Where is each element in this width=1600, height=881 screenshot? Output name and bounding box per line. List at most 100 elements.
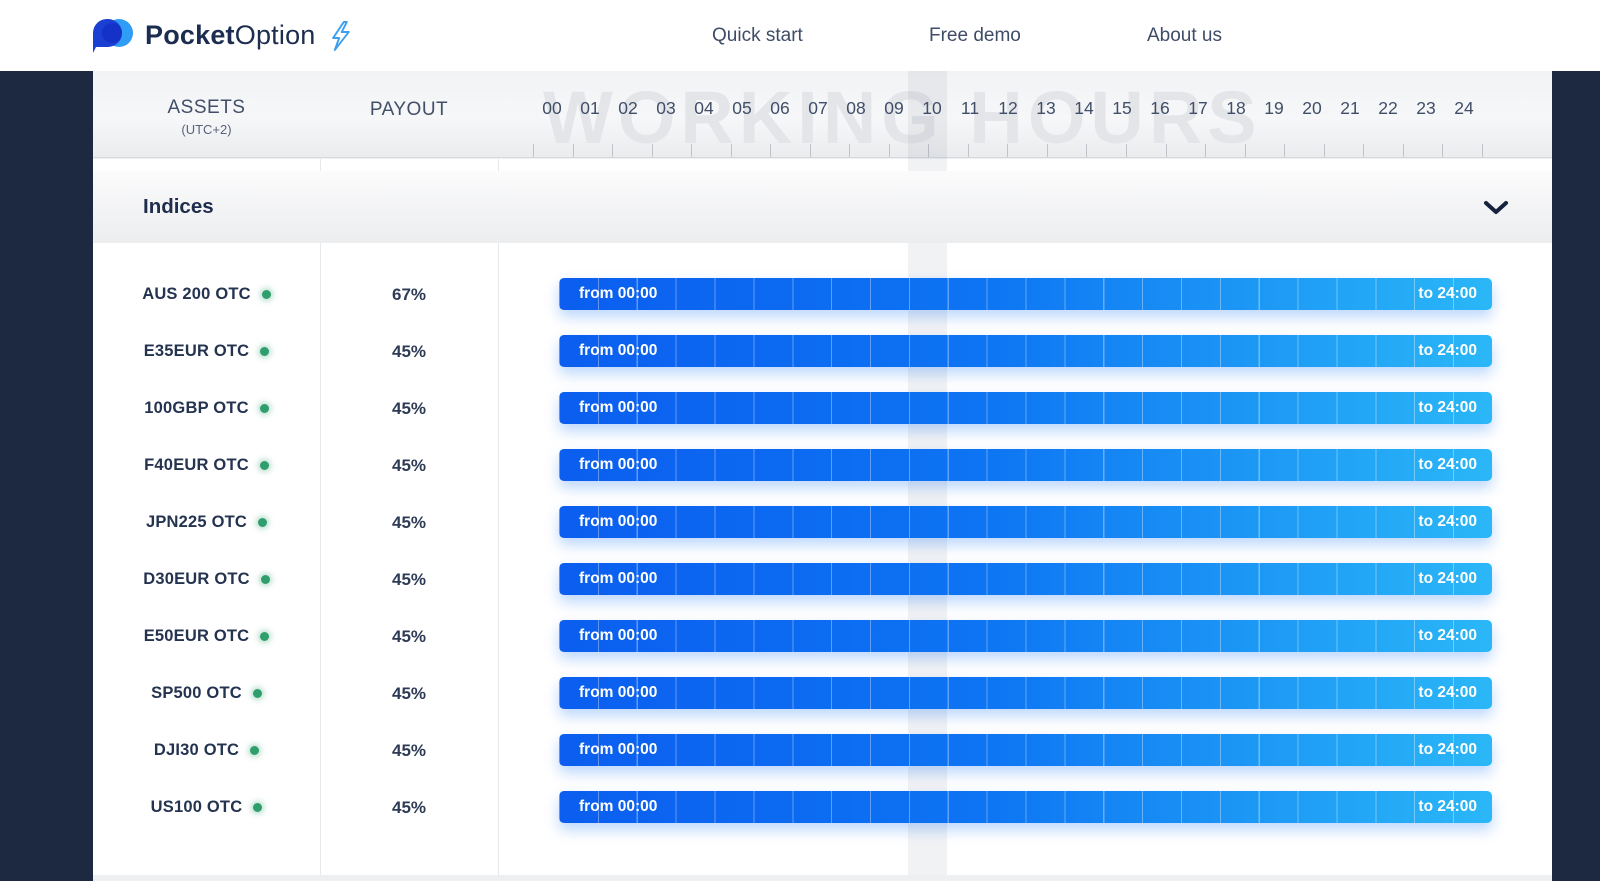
table-row: D30EUR OTC 45% from 00:00 to 24:00 xyxy=(93,551,1552,608)
bar-from-label: from 00:00 xyxy=(579,285,658,302)
table-row: US100 OTC 45% from 00:00 to 24:00 xyxy=(93,779,1552,836)
table-row: DJI30 OTC 45% from 00:00 to 24:00 xyxy=(93,722,1552,779)
chevron-down-icon[interactable] xyxy=(1483,200,1509,215)
hour-label: 22 xyxy=(1378,98,1398,118)
hour-label: 18 xyxy=(1226,98,1246,118)
timeline-cell: from 00:00 to 24:00 xyxy=(498,722,1552,779)
hour-tick xyxy=(849,144,851,157)
bar-to-label: to 24:00 xyxy=(1418,684,1477,701)
hour-label: 20 xyxy=(1302,98,1322,118)
asset-name: 100GBP OTC xyxy=(144,399,249,417)
table-row: E50EUR OTC 45% from 00:00 to 24:00 xyxy=(93,608,1552,665)
hour-tick xyxy=(928,144,930,157)
hour-tick xyxy=(1007,144,1009,157)
brand-logo[interactable]: PocketOption xyxy=(91,17,354,55)
payout-value: 45% xyxy=(391,569,427,589)
bar-from-label: from 00:00 xyxy=(579,399,658,416)
timeline-cell: from 00:00 to 24:00 xyxy=(498,437,1552,494)
asset-cell: DJI30 OTC xyxy=(93,741,320,760)
hour-label: 16 xyxy=(1150,98,1170,118)
bar-to-label: to 24:00 xyxy=(1418,342,1477,359)
bar-from-label: from 00:00 xyxy=(579,741,658,758)
asset-name: AUS 200 OTC xyxy=(142,285,251,303)
hour-tick xyxy=(572,144,574,157)
working-hours-bar: from 00:00 to 24:00 xyxy=(559,677,1492,709)
bar-from-label: from 00:00 xyxy=(579,798,658,815)
payout-value: 45% xyxy=(391,512,427,532)
assets-column-header: ASSETS (UTC+2) xyxy=(93,97,320,137)
asset-cell: US100 OTC xyxy=(93,798,320,817)
asset-cell: E50EUR OTC xyxy=(93,627,320,646)
hour-tick xyxy=(1481,144,1483,157)
asset-cell: 100GBP OTC xyxy=(93,399,320,418)
bar-to-label: to 24:00 xyxy=(1418,570,1477,587)
hour-tick xyxy=(888,144,890,157)
hour-label: 24 xyxy=(1454,98,1474,118)
nav-about-us[interactable]: About us xyxy=(1147,24,1222,46)
timeline-cell: from 00:00 to 24:00 xyxy=(498,494,1552,551)
bar-from-label: from 00:00 xyxy=(579,513,658,530)
timeline-cell: from 00:00 to 24:00 xyxy=(498,323,1552,380)
table-header-background: WORKING HOURS xyxy=(93,71,1552,158)
bar-to-label: to 24:00 xyxy=(1418,741,1477,758)
payout-value: 45% xyxy=(391,626,427,646)
hour-label: 08 xyxy=(846,98,866,118)
table-header: ASSETS (UTC+2) PAYOUT 00 01 02 03 04 05 06 07 08… xyxy=(93,71,1552,158)
hour-label: 10 xyxy=(922,98,942,118)
payout-column-header: PAYOUT xyxy=(369,99,449,120)
hour-tick xyxy=(1205,144,1207,157)
asset-cell: F40EUR OTC xyxy=(93,456,320,475)
hour-label: 23 xyxy=(1416,98,1436,118)
bar-from-label: from 00:00 xyxy=(579,456,658,473)
active-status-dot xyxy=(250,746,260,755)
hour-tick xyxy=(730,144,732,157)
asset-name: DJI30 OTC xyxy=(153,741,240,759)
hour-label: 12 xyxy=(998,98,1018,118)
hour-label: 06 xyxy=(770,98,790,118)
working-hours-bar: from 00:00 to 24:00 xyxy=(559,506,1492,538)
active-status-dot xyxy=(252,689,262,698)
section-indices[interactable]: Indices xyxy=(93,171,1552,243)
brand-name: PocketOption xyxy=(145,20,316,50)
active-status-dot xyxy=(261,290,271,299)
table-row: 100GBP OTC 45% from 00:00 to 24:00 xyxy=(93,380,1552,437)
table-row: AUS 200 OTC 67% from 00:00 to 24:00 xyxy=(93,266,1552,323)
table-row: JPN225 OTC 45% from 00:00 to 24:00 xyxy=(93,494,1552,551)
working-hours-bar: from 00:00 to 24:00 xyxy=(559,335,1492,367)
hour-label: 01 xyxy=(580,98,600,118)
hour-tick xyxy=(809,144,811,157)
hour-label: 09 xyxy=(884,98,904,118)
nav-free-demo[interactable]: Free demo xyxy=(928,24,1021,46)
payout-value: 45% xyxy=(391,455,427,475)
hour-tick xyxy=(612,144,614,157)
working-hours-panel: WORKING HOURS ASSETS (UTC+2) PAYOUT 00 01… xyxy=(93,71,1552,881)
asset-name: D30EUR OTC xyxy=(143,570,250,588)
bar-to-label: to 24:00 xyxy=(1418,285,1477,302)
active-status-dot xyxy=(260,575,270,584)
hour-tick xyxy=(1442,144,1444,157)
hour-label: 19 xyxy=(1264,98,1284,118)
asset-cell: JPN225 OTC xyxy=(93,513,320,532)
hour-tick xyxy=(1165,144,1167,157)
working-hours-bar: from 00:00 to 24:00 xyxy=(559,449,1492,481)
asset-cell: SP500 OTC xyxy=(93,684,320,703)
hour-tick xyxy=(691,144,693,157)
active-status-dot xyxy=(258,518,268,527)
nav-quick-start[interactable]: Quick start xyxy=(712,24,803,46)
hour-tick xyxy=(1046,144,1048,157)
table-row: SP500 OTC 45% from 00:00 to 24:00 xyxy=(93,665,1552,722)
bar-from-label: from 00:00 xyxy=(579,627,658,644)
asset-cell: D30EUR OTC xyxy=(93,570,320,589)
timeline-cell: from 00:00 to 24:00 xyxy=(498,779,1552,836)
working-hours-bar: from 00:00 to 24:00 xyxy=(559,734,1492,766)
hour-label: 02 xyxy=(618,98,638,118)
hour-tick xyxy=(1086,144,1088,157)
hour-tick xyxy=(1363,144,1365,157)
active-status-dot xyxy=(253,803,263,812)
asset-cell: E35EUR OTC xyxy=(93,342,320,361)
payout-value: 45% xyxy=(391,683,427,703)
hour-tick xyxy=(1284,144,1286,157)
hours-scale: 00 01 02 03 04 05 06 07 08 09 10 11 12 13 14 15 16 17 18 19… xyxy=(533,98,1483,119)
timeline-cell: from 00:00 to 24:00 xyxy=(498,266,1552,323)
main-nav: Quick start Free demo About us xyxy=(712,0,1222,71)
